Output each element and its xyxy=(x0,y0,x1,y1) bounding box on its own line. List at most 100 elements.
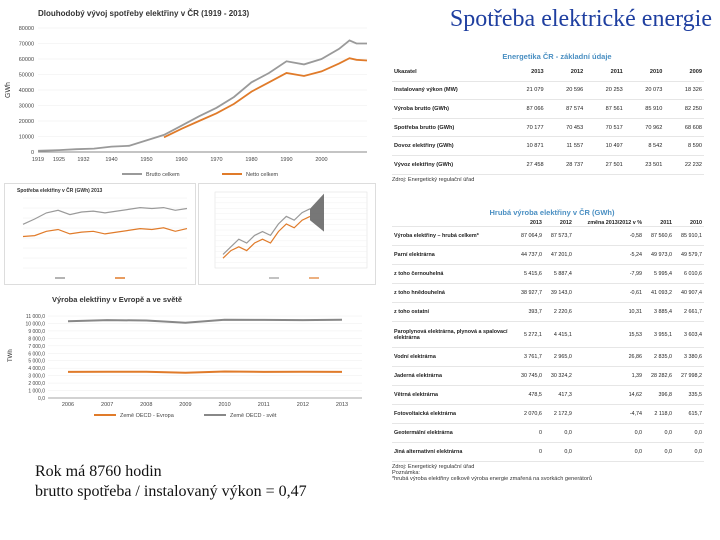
table-cell: -5,24 xyxy=(573,245,645,265)
table-cell: 0,0 xyxy=(644,442,674,462)
table-cell: 4 415,1 xyxy=(543,321,574,348)
table-cell: 87 574 xyxy=(545,99,586,119)
table-cell: 18 326 xyxy=(664,81,704,101)
table-cell: 615,7 xyxy=(674,404,704,424)
table-cell: 5 995,4 xyxy=(644,264,674,284)
table-row-label: z toho hnědouhelná xyxy=(392,283,514,303)
chart-1-y-tick: 70000 xyxy=(19,42,34,48)
table-row: Vodní elektrárna 3 761,7 2 965,0 26,86 2 835… xyxy=(392,347,704,367)
table-cell: 15,53 xyxy=(573,321,645,348)
table-row-label: z toho ostatní xyxy=(392,302,514,322)
table-cell: 20 253 xyxy=(585,81,625,101)
table-header-cell: 2012 xyxy=(543,220,574,227)
table-2-note: *hrubá výroba elektřiny celkově výroba e… xyxy=(392,476,592,482)
table-cell: 0,0 xyxy=(573,442,645,462)
table-cell: 3 885,4 xyxy=(644,302,674,322)
table-header-row: 2013 2012 změna 2013/2012 v % 2011 2010 xyxy=(392,220,704,227)
table-cell: 3 603,4 xyxy=(674,321,704,348)
chart-4-series-line xyxy=(67,370,343,374)
table-cell: 478,5 xyxy=(514,385,544,405)
table-cell: 10 497 xyxy=(585,136,625,156)
chart-4-x-tick: 2013 xyxy=(336,402,348,408)
table-cell: 40 907,4 xyxy=(674,283,704,303)
chart-1-y-tick: 80000 xyxy=(19,26,34,32)
table-cell: 28 737 xyxy=(545,155,586,175)
chart-2-svg: Spotřeba elektřiny v ČR (GWh) 2013 xyxy=(17,187,188,279)
chart-1-y-tick: 20000 xyxy=(19,119,34,125)
table-header-cell xyxy=(392,220,514,227)
chart-4-title: Výroba elektřiny v Evropě a ve světě xyxy=(52,295,182,304)
table-row-label: Větrná elektrárna xyxy=(392,385,514,405)
table-row-label: Parní elektrárna xyxy=(392,245,514,265)
gross-production-table: 2013 2012 změna 2013/2012 v % 2011 2010 Výrob… xyxy=(392,220,704,462)
chart-1-y-tick: 50000 xyxy=(19,73,34,79)
table-cell: 87 561 xyxy=(585,99,625,119)
table-row-label: Jiná alternativní elektrárna xyxy=(392,442,514,462)
table-cell: 20 073 xyxy=(624,81,665,101)
table-cell: 44 737,0 xyxy=(514,245,544,265)
table-cell: 23 501 xyxy=(624,155,665,175)
chart-4-legend-label: Země OECD - svět xyxy=(230,413,277,419)
table-cell: 0,0 xyxy=(674,442,704,462)
table-row: z toho černouhelná 5 415,6 5 887,4 -7,99 5 9… xyxy=(392,264,704,284)
table-header-row: Ukazatel 2013 2012 2011 2010 2009 xyxy=(392,63,704,82)
table-cell: 47 201,0 xyxy=(543,245,574,265)
table-cell: 3 955,1 xyxy=(644,321,674,348)
table-row: z toho ostatní 393,7 2 220,6 10,31 3 885,4 2 … xyxy=(392,302,704,322)
table-cell: 417,3 xyxy=(543,385,574,405)
chart-1-series-line xyxy=(163,57,368,139)
table-cell: 68 608 xyxy=(664,118,704,138)
chart-1-x-tick: 1950 xyxy=(140,157,152,163)
table-cell: 20 596 xyxy=(545,81,586,101)
table-cell: 70 453 xyxy=(545,118,586,138)
chart-1-x-tick: 1919 xyxy=(32,157,44,163)
table-cell: 2 172,9 xyxy=(543,404,574,424)
table-row-label: Jaderná elektrárna xyxy=(392,366,514,386)
table-1-title: Energetika ČR - základní údaje xyxy=(502,52,612,61)
table-cell: 11 557 xyxy=(545,136,586,156)
chart-4-y-tick: 9 000,0 xyxy=(28,329,45,335)
table-header-cell: 2011 xyxy=(585,63,625,82)
chart-4-legend-label: Země OECD - Evropa xyxy=(120,413,175,419)
consumption-forecast-chart xyxy=(198,183,376,285)
table-cell: 39 143,0 xyxy=(543,283,574,303)
table-cell: 3 380,6 xyxy=(674,347,704,367)
table-row: Geotermální elektrárna 0 0,0 0,0 0,0 0,0 xyxy=(392,423,704,443)
table-header-cell: 2013 xyxy=(514,220,544,227)
chart-1-x-tick: 1925 xyxy=(53,157,65,163)
chart-1-title: Dlouhodobý vývoj spotřeby elektřiny v ČR… xyxy=(38,9,250,18)
basic-data-table-panel: Energetika ČR - základní údaje Ukazatel 2… xyxy=(392,52,712,192)
long-term-consumption-chart: Dlouhodobý vývoj spotřeby elektřiny v ČR… xyxy=(2,4,372,182)
table-row: Jiná alternativní elektrárna 0 0,0 0,0 0,0 0,… xyxy=(392,442,704,462)
table-cell: 26,86 xyxy=(573,347,645,367)
table-row-label: Výroba brutto (GWh) xyxy=(392,99,506,119)
table-cell: 28 282,6 xyxy=(644,366,674,386)
table-header-cell: 2013 xyxy=(506,63,546,82)
table-cell: -0,58 xyxy=(573,226,645,246)
table-row: Vývoz elektřiny (GWh) 27 458 28 737 27 501 2… xyxy=(392,155,704,175)
table-cell: 2 220,6 xyxy=(543,302,574,322)
table-2-source: Zdroj: Energetický regulační úřad xyxy=(392,464,475,470)
table-row-label: Vývoz elektřiny (GWh) xyxy=(392,155,506,175)
table-cell: 87 560,6 xyxy=(644,226,674,246)
table-cell: 38 927,7 xyxy=(514,283,544,303)
table-cell: 85 910,1 xyxy=(674,226,704,246)
chart-3-series-line xyxy=(222,215,311,259)
slide-title: Spotřeba elektrické energie xyxy=(449,6,712,32)
table-cell: -7,99 xyxy=(573,264,645,284)
chart-4-y-tick: 6 000,0 xyxy=(28,351,45,357)
chart-3-svg xyxy=(214,191,368,279)
table-row: Jaderná elektrárna 30 745,0 30 324,2 1,39 28… xyxy=(392,366,704,386)
table-2-note-label: Poznámka: xyxy=(392,470,420,476)
table-cell: 10,31 xyxy=(573,302,645,322)
chart-4-y-tick: 2 000,0 xyxy=(28,381,45,387)
table-cell: 30 745,0 xyxy=(514,366,544,386)
chart-1-x-tick: 2000 xyxy=(315,157,327,163)
table-cell: 2 661,7 xyxy=(674,302,704,322)
chart-4-x-tick: 2011 xyxy=(258,402,270,408)
chart-4-series-line xyxy=(67,318,343,324)
table-cell: 0 xyxy=(514,442,544,462)
table-row: Dovoz elektřiny (GWh) 10 871 11 557 10 497 8… xyxy=(392,136,704,156)
caption-line-1: Rok má 8760 hodin xyxy=(35,463,162,480)
chart-1-ylabel: GWh xyxy=(5,82,12,98)
